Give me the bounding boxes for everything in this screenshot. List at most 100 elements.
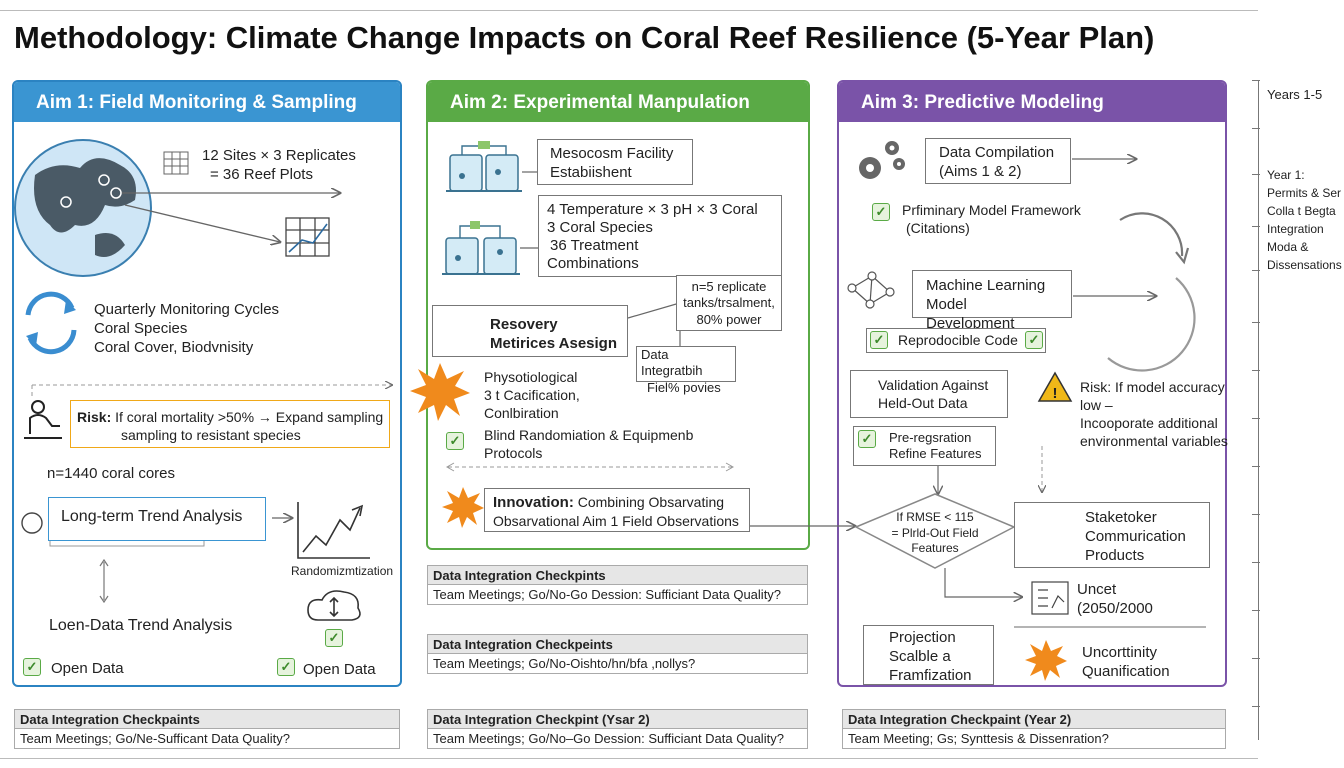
coral-cores-text: n=1440 coral cores bbox=[47, 465, 175, 482]
timeline-tick bbox=[1252, 226, 1260, 227]
timeline-tick bbox=[1252, 370, 1260, 371]
innovation-label: Innovation: bbox=[493, 494, 574, 511]
physio-line: Physotiological bbox=[484, 369, 578, 385]
person-desk-icon bbox=[24, 400, 62, 439]
check-icon: ✓ bbox=[872, 203, 890, 221]
recovery-line: Metirices Asesign bbox=[490, 334, 617, 352]
decision-diamond bbox=[854, 493, 1016, 569]
compile-line: (Aims 1 & 2) bbox=[939, 162, 1022, 180]
check-icon: ✓ bbox=[23, 658, 41, 676]
timeline-line: Moda & bbox=[1267, 240, 1309, 254]
check-icon: ✓ bbox=[446, 432, 464, 450]
replicate-line: tanks/trsalment, bbox=[683, 295, 775, 311]
integ-line: Data Integratbih bbox=[641, 347, 703, 379]
checkpoint-title: Data Integration Checkpints bbox=[427, 565, 808, 585]
top-rule bbox=[0, 10, 1258, 11]
projection-line: Framfization bbox=[889, 666, 972, 684]
sampler-icon bbox=[21, 512, 43, 534]
stakeholder-box: Staketoker Commurication Products bbox=[1014, 502, 1210, 568]
iteration-loop bbox=[1107, 277, 1196, 372]
checkpoint-body: Team Meeting; Gs; Synttesis & Dissenrati… bbox=[842, 729, 1226, 749]
svg-text:!: ! bbox=[1053, 385, 1058, 402]
design-line: 36 Treatment bbox=[550, 237, 639, 254]
bottom-rule bbox=[0, 758, 1258, 759]
risk-text-2: sampling to resistant species bbox=[121, 426, 301, 443]
timeline-axis bbox=[1258, 80, 1259, 740]
innovation-box: Innovation: Combining Obsarvating Obsarv… bbox=[484, 488, 750, 532]
risk-text: If coral mortality >50% → Expand samplin… bbox=[115, 409, 384, 425]
blind-line: Blind Randomiation & Equipmenb bbox=[484, 427, 694, 443]
risk-label: Risk: bbox=[77, 409, 112, 425]
checkpoint-title: Data Integration Checkpint (Ysar 2) bbox=[427, 709, 808, 729]
physio-line: 3 t Cacification, bbox=[484, 386, 580, 403]
aim1-header: Aim 1: Field Monitoring & Sampling bbox=[14, 82, 400, 122]
cloud-sync-icon bbox=[307, 590, 361, 621]
checkpoint-title: Data Integration Checkpeints bbox=[427, 634, 808, 654]
chart-icon bbox=[285, 217, 330, 257]
prereg-line: Refine Features bbox=[889, 446, 982, 462]
cycles-line: Coral Cover, Biodvnisity bbox=[94, 339, 254, 357]
open-data-label-2: Open Data bbox=[303, 661, 376, 678]
prelim-line: (Citations) bbox=[906, 219, 970, 236]
projection-line: Scalble a bbox=[889, 647, 951, 665]
timeline-tick bbox=[1252, 128, 1260, 129]
prelim-line: Prfiminary Model Framework bbox=[902, 202, 1081, 218]
stake-line: Products bbox=[1085, 546, 1145, 564]
replicate-box: n=5 replicate tanks/trsalment, 80% power bbox=[676, 275, 782, 331]
treatment-design-box: 4 Temperature × 3 pH × 3 Coral 3 Coral S… bbox=[538, 195, 782, 277]
timeline-tick bbox=[1252, 562, 1260, 563]
timeline-tick bbox=[1252, 706, 1260, 707]
model-risk-text: Risk: If model accuracy low – Incooporat… bbox=[1080, 379, 1228, 451]
cycles-line: Coral Species bbox=[94, 320, 188, 338]
sites-line: 12 Sites × 3 Replicates bbox=[202, 147, 356, 164]
trend-chart-icon bbox=[297, 502, 370, 559]
uncertainty-line: Quanification bbox=[1082, 663, 1170, 681]
ml-line: Model Development bbox=[926, 295, 1015, 332]
sites-text: 12 Sites × 3 Replicates = 36 Reef Plots bbox=[202, 146, 356, 184]
validation-line: Validation Against bbox=[878, 377, 989, 393]
risk-line: Risk: If model accuracy bbox=[1080, 379, 1225, 395]
iteration-loop-arrow bbox=[1175, 247, 1190, 265]
timeline-line: Year 1: bbox=[1267, 168, 1305, 182]
timeline-line: Permits & Ser bbox=[1267, 186, 1342, 200]
timeline-line: Integration bbox=[1267, 222, 1324, 236]
timeline-line: Dissensations bbox=[1267, 258, 1342, 272]
physiological-text: Physotiological 3 t Cacification, Conlbi… bbox=[484, 369, 580, 423]
timeline-line: Colla t Begta bbox=[1267, 204, 1336, 218]
decision-line: If RMSE < 115 bbox=[896, 510, 974, 524]
decision-text: If RMSE < 115 = Plrld-Out Field Features bbox=[875, 510, 995, 557]
checkpoint-title: Data Integration Checkpaint (Year 2) bbox=[842, 709, 1226, 729]
data-compilation-box: Data Compilation (Aims 1 & 2) bbox=[925, 138, 1071, 184]
cycles-line: Quarterly Monitoring Cycles bbox=[94, 301, 280, 318]
decision-line: Features bbox=[911, 541, 959, 556]
timeline-tick bbox=[1252, 610, 1260, 611]
data-integration-box: Data Integratbih Fiel% povies bbox=[636, 346, 736, 395]
warning-icon: ! bbox=[1037, 371, 1073, 402]
connector-arrow bbox=[124, 204, 280, 242]
trend-analysis-box: Long-term Trend Analysis bbox=[48, 497, 266, 541]
sites-line: = 36 Reef Plots bbox=[210, 166, 313, 184]
timeline-tick bbox=[1252, 514, 1260, 515]
check-icon: ✓ bbox=[1025, 331, 1043, 349]
checkpoint-body: Team Meetings; Go/Ne-Sufficant Data Qual… bbox=[14, 729, 400, 749]
uncert-line: Uncet bbox=[1077, 581, 1117, 598]
physio-line: Conlbiration bbox=[484, 404, 559, 421]
check-icon: ✓ bbox=[277, 658, 295, 676]
prereg-line: Pre-regsration bbox=[889, 430, 972, 445]
replicate-line: n=5 replicate bbox=[691, 279, 767, 294]
checkpoint-body: Team Meetings; Go/No-Oishto/hn/bfa ,noll… bbox=[427, 654, 808, 674]
uncert-text: Uncet (2050/2000 bbox=[1077, 580, 1153, 618]
check-icon: ✓ bbox=[858, 430, 876, 448]
aim1-risk-box: Risk: If coral mortality >50% → Expand s… bbox=[70, 400, 390, 448]
recovery-line: Resovery bbox=[490, 316, 558, 333]
checkpoint-body: Team Meetings; Go/No-Go Dession: Suffici… bbox=[427, 585, 808, 605]
blind-line: Protocols bbox=[484, 444, 543, 461]
mesocosm-tank-icon-2 bbox=[442, 221, 520, 275]
checkpoint-body: Team Meetings; Go/No–Go Dession: Suffici… bbox=[427, 729, 808, 749]
timeline-years: Years 1-5 bbox=[1267, 87, 1323, 102]
facility-line: Mesocosm Facility bbox=[550, 145, 674, 162]
check-icon: ✓ bbox=[870, 331, 888, 349]
risk-line: environmental variables bbox=[1080, 432, 1228, 449]
ml-line: Machine Learning bbox=[926, 277, 1046, 294]
